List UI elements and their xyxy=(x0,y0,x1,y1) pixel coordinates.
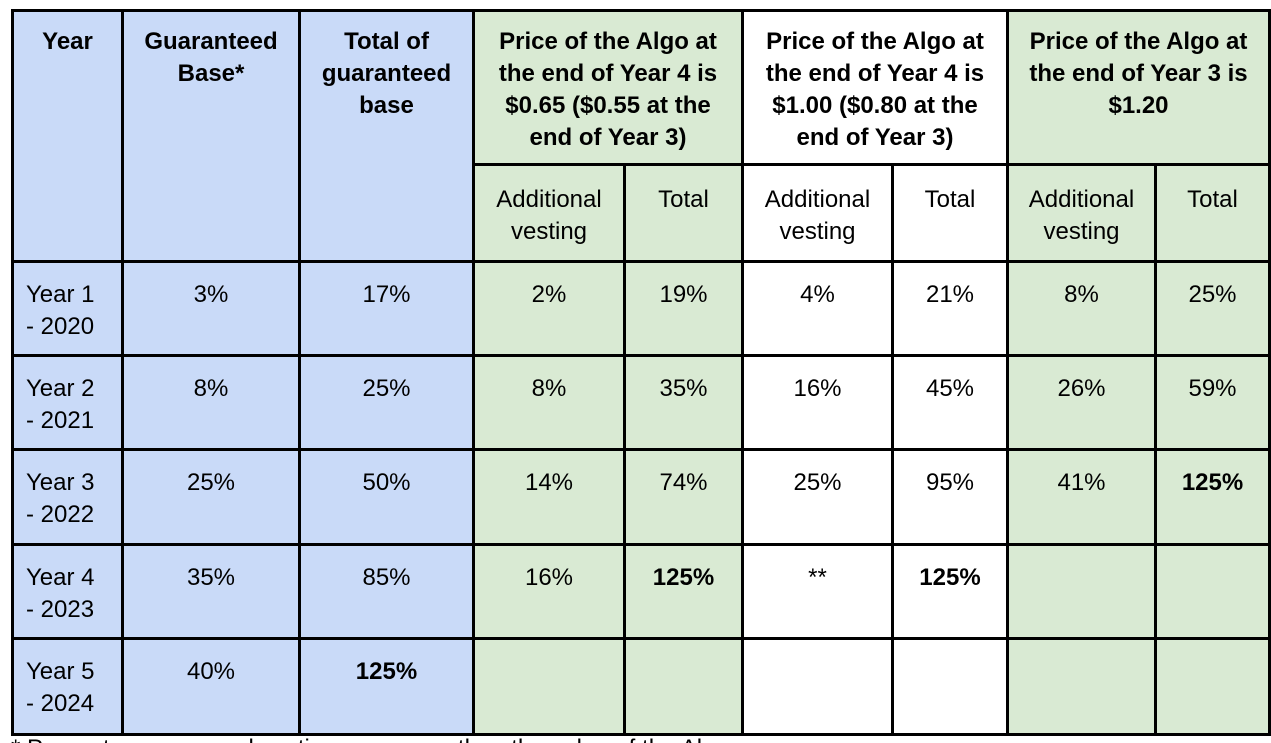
s1-additional-cell: 16% xyxy=(472,543,626,640)
table-row: Year 5 - 2024 40% 125% xyxy=(11,637,1271,736)
s2-additional-cell: 25% xyxy=(741,448,894,546)
s2-total-cell: 21% xyxy=(891,260,1009,357)
s3-total-cell: 59% xyxy=(1153,354,1271,451)
year-cell: Year 5 - 2024 xyxy=(11,637,124,736)
s2-total-header: Total xyxy=(891,163,1009,263)
year-cell: Year 3 - 2022 xyxy=(11,448,124,546)
total-base-cell: 17% xyxy=(298,260,475,357)
s2-total-cell: 95% xyxy=(891,448,1009,546)
s2-total-cell: 45% xyxy=(891,354,1009,451)
s3-total-header: Total xyxy=(1153,163,1271,263)
base-cell: 8% xyxy=(121,354,301,451)
s1-total-cell: 19% xyxy=(623,260,744,357)
s2-additional-cell xyxy=(741,637,894,736)
guaranteed-base-header: Guaranteed Base* xyxy=(121,9,301,263)
scenario-1-header: Price of the Algo at the end of Year 4 i… xyxy=(472,9,744,166)
table-row: Year 1 - 2020 3% 17% 2% 19% 4% 21% 8% 25… xyxy=(11,260,1271,357)
s1-total-cell: 125% xyxy=(623,543,744,640)
year-header: Year xyxy=(11,9,124,263)
s1-total-cell: 74% xyxy=(623,448,744,546)
year-cell: Year 2 - 2021 xyxy=(11,354,124,451)
base-cell: 40% xyxy=(121,637,301,736)
base-cell: 25% xyxy=(121,448,301,546)
s1-additional-cell xyxy=(472,637,626,736)
base-cell: 35% xyxy=(121,543,301,640)
year-cell: Year 4 - 2023 xyxy=(11,543,124,640)
s3-total-cell: 125% xyxy=(1153,448,1271,546)
s3-additional-cell: 41% xyxy=(1006,448,1157,546)
s3-additional-cell: 26% xyxy=(1006,354,1157,451)
s3-additional-cell: 8% xyxy=(1006,260,1157,357)
s3-additional-cell xyxy=(1006,637,1157,736)
s1-additional-cell: 2% xyxy=(472,260,626,357)
base-cell: 3% xyxy=(121,260,301,357)
s2-total-cell: 125% xyxy=(891,543,1009,640)
total-base-cell: 25% xyxy=(298,354,475,451)
total-base-cell: 85% xyxy=(298,543,475,640)
s1-total-cell xyxy=(623,637,744,736)
scenario-3-header: Price of the Algo at the end of Year 3 i… xyxy=(1005,9,1271,166)
s1-additional-cell: 8% xyxy=(472,354,626,451)
table-row: Year 3 - 2022 25% 50% 14% 74% 25% 95% 41… xyxy=(11,448,1271,546)
total-guaranteed-base-header: Total of guaranteed base xyxy=(298,9,475,263)
scenario-2-header: Price of the Algo at the end of Year 4 i… xyxy=(741,9,1009,166)
year-cell: Year 1 - 2020 xyxy=(11,260,124,357)
s1-additional-vesting-header: Additional vesting xyxy=(472,163,626,263)
total-base-cell: 125% xyxy=(298,637,475,736)
s2-additional-cell: 4% xyxy=(741,260,894,357)
s3-total-cell xyxy=(1153,543,1271,640)
s2-total-cell xyxy=(891,637,1009,736)
s2-additional-vesting-header: Additional vesting xyxy=(741,163,894,263)
s3-total-cell: 25% xyxy=(1153,260,1271,357)
s3-additional-cell xyxy=(1006,543,1157,640)
s1-total-cell: 35% xyxy=(623,354,744,451)
s2-additional-cell: ** xyxy=(741,543,894,640)
s2-additional-cell: 16% xyxy=(741,354,894,451)
table-row: Year 2 - 2021 8% 25% 8% 35% 16% 45% 26% … xyxy=(11,354,1271,451)
s3-additional-vesting-header: Additional vesting xyxy=(1006,163,1157,263)
s1-additional-cell: 14% xyxy=(472,448,626,546)
total-base-cell: 50% xyxy=(298,448,475,546)
table-row: Year 4 - 2023 35% 85% 16% 125% ** 125% xyxy=(11,543,1271,640)
vesting-table: Year Guaranteed Base* Total of guarantee… xyxy=(11,9,1271,736)
s3-total-cell xyxy=(1153,637,1271,736)
s1-total-header: Total xyxy=(623,163,744,263)
header-row: Year Guaranteed Base* Total of guarantee… xyxy=(11,9,1271,263)
footnote: * Percentage assumed vesting ... per mon… xyxy=(11,736,729,743)
subheader-row: Additional vesting Total Additional vest… xyxy=(13,163,1271,263)
